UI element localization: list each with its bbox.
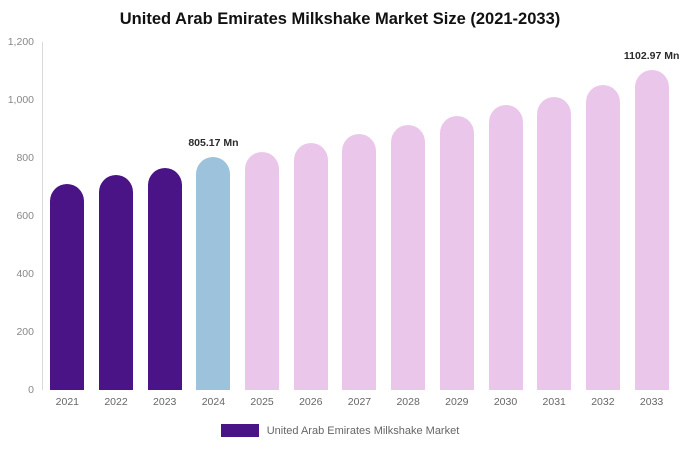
bar-slot-2022 — [92, 42, 141, 390]
x-label-2027: 2027 — [347, 396, 372, 408]
bar-2029[interactable] — [439, 115, 474, 390]
legend-swatch — [220, 424, 259, 437]
bar-slot-2029 — [433, 42, 482, 390]
x-label-2029: 2029 — [445, 396, 469, 408]
bar-slot-2026 — [286, 42, 335, 390]
x-label-2028: 2028 — [396, 396, 420, 408]
x-label-2030: 2030 — [493, 396, 518, 408]
x-label-2022: 2022 — [104, 396, 128, 408]
plot-area: 805.17 Mn 1102.97 Mn — [43, 42, 680, 390]
y-tick-0: 0 — [28, 384, 34, 396]
x-axis: 2021 2022 2023 2024 2025 2026 2027 2028 2029 2030… — [43, 396, 676, 408]
x-label-2025: 2025 — [250, 396, 274, 408]
x-label-2024: 2024 — [201, 396, 226, 408]
bar-2033[interactable] — [634, 70, 669, 390]
bar-slot-2023 — [140, 42, 189, 390]
bar-slot-2024 — [189, 42, 238, 390]
data-label-2024: 805.17 Mn — [188, 136, 239, 149]
legend-label: United Arab Emirates Milkshake Market — [266, 424, 460, 437]
bar-slot-2030 — [481, 42, 530, 390]
bar-2031[interactable] — [537, 96, 572, 390]
bar-slot-2025 — [238, 42, 287, 390]
x-label-2021: 2021 — [55, 396, 80, 408]
x-label-2031: 2031 — [542, 396, 566, 408]
bar-2025[interactable] — [245, 152, 280, 390]
bar-2022[interactable] — [99, 175, 134, 390]
bar-slot-2031 — [530, 42, 579, 390]
y-tick-200: 200 — [16, 326, 34, 338]
bar-2026[interactable] — [293, 142, 328, 390]
bar-2021[interactable] — [50, 184, 85, 390]
bar-slot-2028 — [384, 42, 433, 390]
legend-item-uae-milkshake-market[interactable]: United Arab Emirates Milkshake Market — [220, 424, 460, 437]
bar-2030[interactable] — [488, 105, 523, 390]
chart-title: United Arab Emirates Milkshake Market Si… — [119, 10, 561, 28]
data-label-2033: 1102.97 Mn — [623, 50, 680, 63]
bar-slot-2032 — [579, 42, 628, 390]
x-label-2023: 2023 — [153, 396, 177, 408]
legend: United Arab Emirates Milkshake Market — [0, 424, 680, 437]
y-tick-1000: 1,000 — [7, 94, 34, 106]
bar-slot-2021 — [43, 42, 92, 390]
y-tick-400: 400 — [16, 268, 34, 280]
bar-slot-2033 — [627, 42, 676, 390]
bar-2028[interactable] — [391, 124, 426, 390]
y-tick-1200: 1,200 — [7, 36, 34, 48]
x-label-2032: 2032 — [591, 396, 615, 408]
bar-2023[interactable] — [147, 168, 182, 390]
bar-2027[interactable] — [342, 134, 377, 390]
bar-2024[interactable] — [196, 156, 231, 390]
y-axis: 1,200 1,000 800 600 400 200 0 — [0, 36, 38, 396]
x-label-2026: 2026 — [299, 396, 323, 408]
bar-2032[interactable] — [585, 84, 620, 390]
bar-slot-2027 — [335, 42, 384, 390]
x-label-2033: 2033 — [639, 396, 664, 408]
y-axis-line — [42, 42, 43, 390]
y-tick-600: 600 — [16, 210, 34, 222]
y-tick-800: 800 — [16, 152, 34, 164]
